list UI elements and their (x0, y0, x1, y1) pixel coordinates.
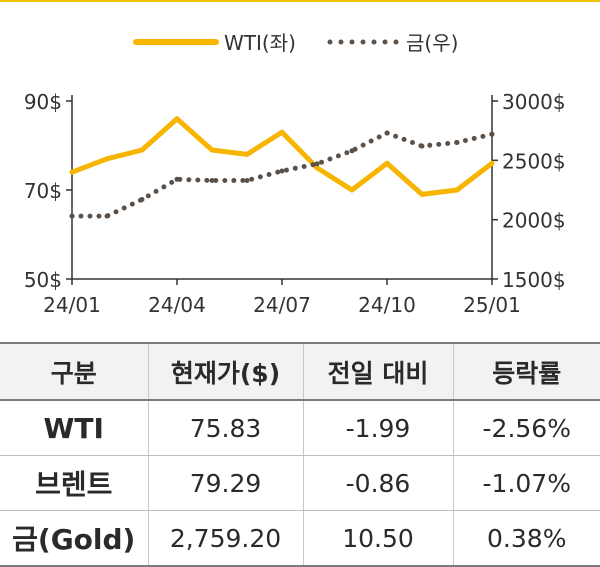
wti-data-point (384, 160, 390, 166)
series-line-gold (69, 130, 495, 219)
x-tick-label: 24/07 (253, 293, 311, 317)
header-rate: 등락률 (452, 342, 600, 401)
wti-data-point (454, 187, 460, 193)
chart-series (69, 116, 495, 219)
chart-legend: WTI(좌) 금(우) (133, 31, 458, 55)
gold-data-point (209, 178, 215, 183)
price-cell: 79.29 (147, 455, 303, 511)
gold-data-point (489, 131, 495, 137)
change-cell: 10.50 (302, 510, 453, 567)
wti-data-point (314, 165, 320, 171)
x-tick-label: 24/01 (43, 293, 101, 317)
wti-data-point (419, 191, 425, 197)
gold-data-point (349, 148, 355, 154)
left-tick-label: 70$ (24, 179, 62, 203)
right-tick-label: 2000$ (502, 209, 566, 233)
wti-data-point (489, 160, 495, 166)
row-name-cell: WTI (0, 400, 148, 456)
price-table: 구분 현재가($) 전일 대비 등락률 WTI 75.83 -1.99 -2.5… (0, 342, 600, 567)
rate-cell: -1.07% (452, 455, 600, 511)
wti-data-point (349, 187, 355, 193)
wti-data-point (279, 129, 285, 135)
gold-data-point (139, 197, 145, 202)
table-row: WTI 75.83 -1.99 -2.56% (0, 400, 600, 456)
legend-gold-label: 금(우) (406, 31, 458, 55)
legend-wti-label: WTI(좌) (224, 31, 296, 55)
wti-data-point (69, 169, 75, 175)
header-category: 구분 (0, 342, 148, 401)
wti-data-point (104, 156, 110, 162)
rate-cell: 0.38% (452, 510, 600, 567)
gold-data-point (104, 213, 110, 219)
rate-cell: -2.56% (452, 400, 600, 456)
gold-data-point (314, 161, 320, 167)
wti-data-point (174, 116, 180, 122)
gold-data-point (174, 176, 180, 182)
right-tick-label: 1500$ (502, 268, 566, 292)
left-tick-label: 90$ (24, 90, 62, 114)
table-header-row: 구분 현재가($) 전일 대비 등락률 (0, 342, 600, 401)
right-tick-label: 2500$ (502, 149, 566, 173)
chart-axes: 50$ 70$ 90$ 1500$ 2000$ 2500$ 3000$ 24/01 24/04 2… (24, 90, 566, 317)
change-cell: -0.86 (302, 455, 453, 511)
price-chart: WTI(좌) 금(우) 50$ 70$ 90$ 1500$ 2000$ 2500$ 3000… (24, 31, 566, 317)
gold-data-point (279, 168, 285, 174)
gold-data-point (419, 143, 425, 149)
right-tick-label: 3000$ (502, 90, 566, 114)
wti-data-point (139, 147, 145, 153)
row-name-cell: 금(Gold) (0, 510, 148, 567)
row-name-cell: 브렌트 (0, 455, 148, 511)
gold-data-point (244, 178, 250, 183)
table-row: 브렌트 79.29 -0.86 -1.07% (0, 455, 600, 511)
wti-data-point (209, 147, 215, 153)
price-cell: 75.83 (147, 400, 303, 456)
header-change: 전일 대비 (302, 342, 453, 401)
x-tick-label: 24/04 (148, 293, 206, 317)
change-cell: -1.99 (302, 400, 453, 456)
gold-data-point (454, 140, 460, 145)
gold-data-point (384, 130, 390, 136)
header-price: 현재가($) (147, 342, 303, 401)
price-cell: 2,759.20 (147, 510, 303, 567)
table-row: 금(Gold) 2,759.20 10.50 0.38% (0, 510, 600, 567)
wti-data-point (244, 151, 250, 157)
x-tick-label: 25/01 (463, 293, 521, 317)
top-accent-border (0, 0, 600, 2)
gold-data-point (69, 213, 75, 219)
left-tick-label: 50$ (24, 268, 62, 292)
x-tick-label: 24/10 (358, 293, 416, 317)
